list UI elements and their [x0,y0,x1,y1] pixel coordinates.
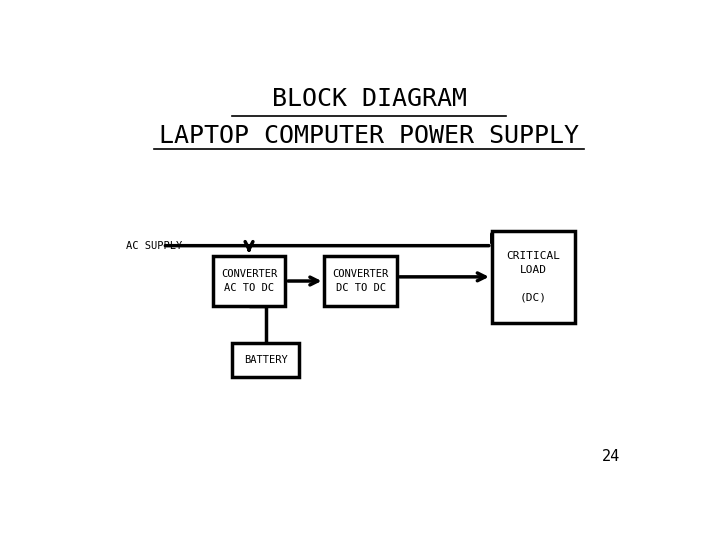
Text: 24: 24 [602,449,620,464]
Bar [233,343,300,377]
Bar [213,256,285,306]
Text: BATTERY: BATTERY [244,355,288,365]
Bar [324,256,397,306]
Text: LAPTOP COMPUTER POWER SUPPLY: LAPTOP COMPUTER POWER SUPPLY [159,124,579,148]
Bar [492,231,575,322]
Text: CRITICAL
LOAD

(DC): CRITICAL LOAD (DC) [507,251,561,303]
Text: CONVERTER
AC TO DC: CONVERTER AC TO DC [221,269,277,293]
Text: CONVERTER
DC TO DC: CONVERTER DC TO DC [333,269,389,293]
Text: AC SUPPLY: AC SUPPLY [126,241,183,251]
Text: BLOCK DIAGRAM: BLOCK DIAGRAM [271,86,467,111]
